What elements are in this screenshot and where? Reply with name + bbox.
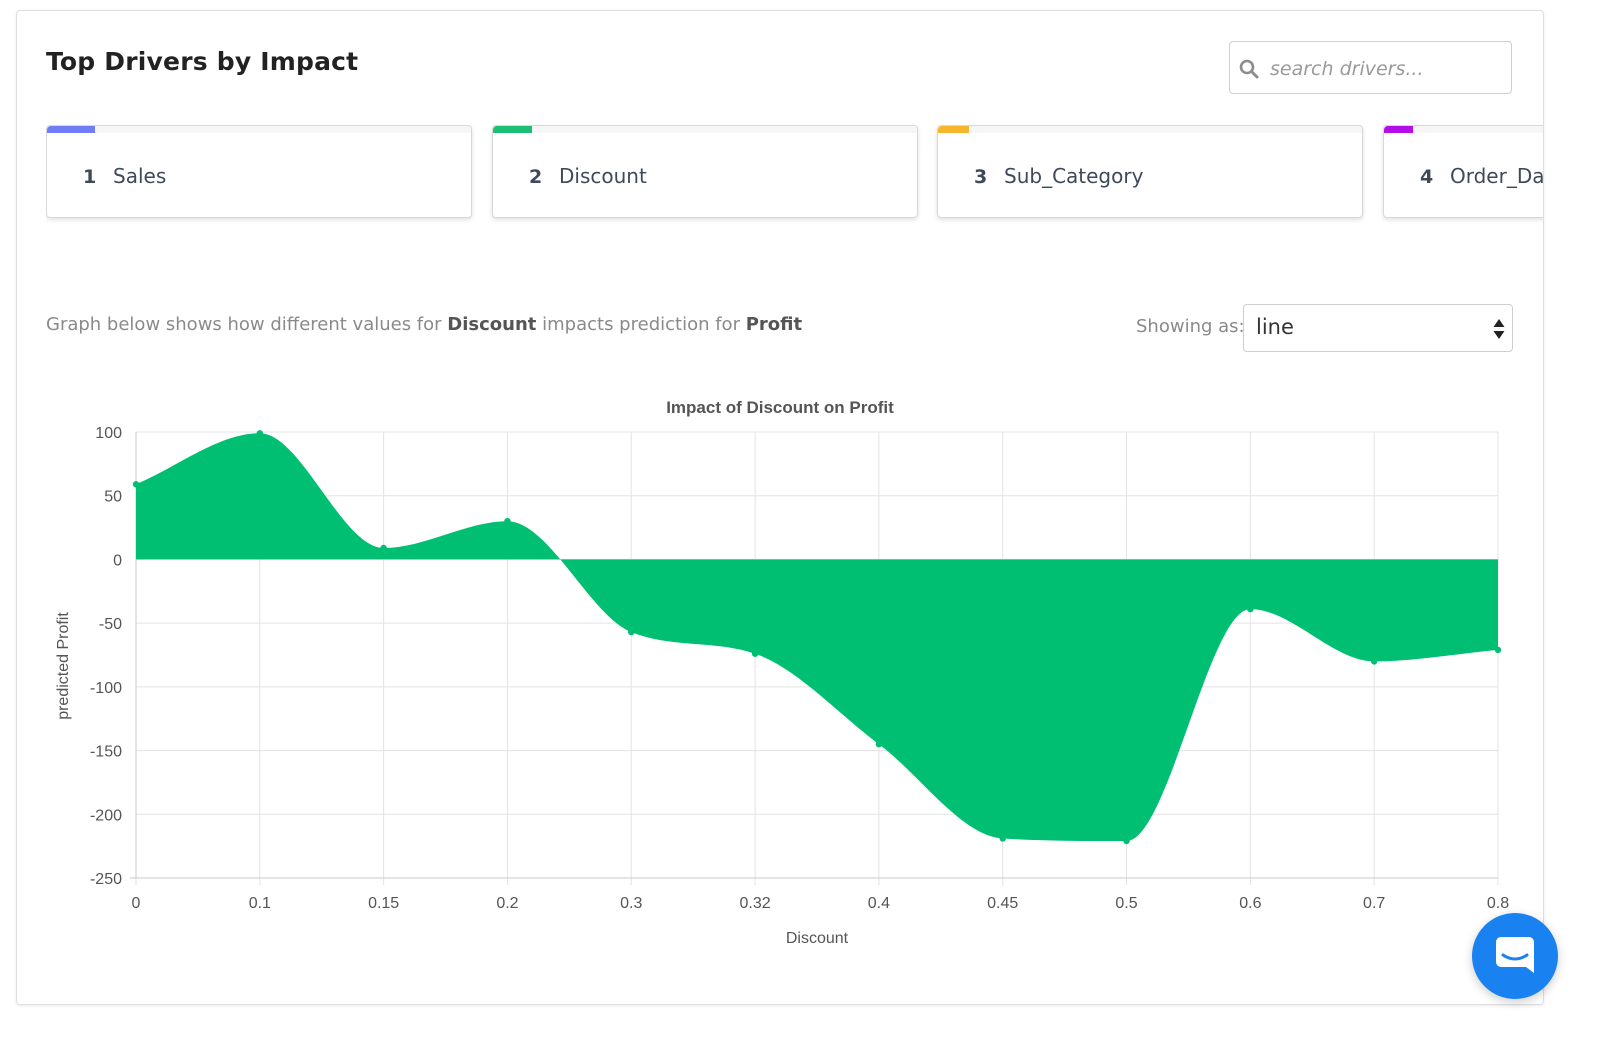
y-tick-label: -150 (90, 744, 122, 761)
data-points (132, 430, 1502, 845)
page-title: Top Drivers by Impact (46, 47, 359, 76)
y-tick-label: -50 (99, 616, 122, 633)
driver-rank: 4 (1420, 166, 1434, 188)
showing-as-label: Showing as: (1136, 316, 1245, 337)
impact-chart: 100 50 0 -50 -100 -150 -200 -250 0 0.1 0.15 0.2 0.3… (55, 398, 1510, 947)
y-tick-label: -250 (90, 871, 122, 888)
target-name: Profit (745, 314, 803, 335)
y-tick-labels: 100 50 0 -50 -100 -150 -200 -250 (90, 425, 122, 888)
data-point[interactable] (1247, 605, 1254, 613)
search-input[interactable] (1268, 42, 1508, 95)
data-point[interactable] (1494, 646, 1502, 654)
y-tick-label: -100 (90, 680, 122, 697)
data-point[interactable] (504, 518, 511, 525)
driver-cards: 1 Sales 2 Discount 3 Sub_Category 4 Orde… (46, 125, 1543, 235)
data-point[interactable] (999, 835, 1006, 842)
chat-button[interactable] (1472, 913, 1558, 999)
drivers-panel: Top Drivers by Impact 1 Sales 2 Discount… (16, 10, 1544, 1005)
chat-bubble-icon (1496, 937, 1534, 973)
x-tick-labels: 0 0.1 0.15 0.2 0.3 0.32 0.4 0.45 0.5 0.6 0.7 0.8 (132, 895, 1510, 912)
x-tick-label: 0 (132, 895, 141, 912)
driver-name: Sub_Category (1004, 164, 1144, 188)
driver-rank: 3 (974, 166, 988, 188)
driver-color-bar (47, 126, 95, 133)
feature-name: Discount (447, 314, 537, 335)
chart-type-value: line (1256, 315, 1294, 339)
driver-color-bar (493, 126, 532, 133)
x-tick-label: 0.2 (496, 895, 518, 912)
x-tick-label: 0.1 (249, 895, 271, 912)
driver-rank: 2 (529, 166, 543, 188)
data-point[interactable] (751, 650, 759, 657)
y-tick-label: 50 (104, 489, 122, 506)
driver-name: Order_Date (1450, 164, 1543, 188)
driver-card-sub-category[interactable]: 3 Sub_Category (937, 125, 1363, 218)
driver-name: Discount (559, 164, 647, 188)
driver-card-sales[interactable]: 1 Sales (46, 125, 472, 218)
search-box[interactable] (1229, 41, 1512, 95)
x-tick-label: 0.32 (740, 895, 771, 912)
driver-name: Sales (113, 164, 167, 188)
data-point[interactable] (628, 628, 635, 636)
x-tick-label: 0.15 (368, 895, 399, 912)
x-tick-label: 0.4 (868, 895, 890, 912)
x-tick-label: 0.45 (987, 895, 1018, 912)
y-tick-label: 100 (95, 425, 122, 442)
data-point[interactable] (875, 741, 883, 748)
chart-type-select[interactable]: line (1243, 304, 1513, 352)
x-tick-label: 0.7 (1363, 895, 1385, 912)
data-point[interactable] (380, 544, 387, 552)
chart-title: Impact of Discount on Profit (666, 398, 894, 417)
data-point[interactable] (1123, 837, 1130, 845)
driver-color-bar (938, 126, 969, 133)
x-tick-label: 0.6 (1239, 895, 1261, 912)
graph-description: Graph below shows how different values f… (46, 314, 803, 335)
x-axis-label: Discount (786, 930, 849, 947)
updown-arrows-icon (1493, 319, 1505, 339)
data-point[interactable] (132, 481, 140, 488)
data-point[interactable] (1370, 658, 1378, 665)
y-tick-label: -200 (90, 807, 122, 824)
driver-card-discount[interactable]: 2 Discount (492, 125, 918, 218)
profit-area (136, 433, 1498, 842)
driver-color-bar (1384, 126, 1413, 133)
x-tick-label: 0.3 (620, 895, 642, 912)
search-icon (1239, 59, 1259, 79)
x-tick-label: 0.5 (1115, 895, 1137, 912)
data-point[interactable] (256, 430, 264, 437)
y-tick-label: 0 (113, 552, 122, 569)
y-axis-label: predicted Profit (55, 612, 72, 720)
driver-card-order-date[interactable]: 4 Order_Date (1383, 125, 1543, 218)
driver-rank: 1 (83, 166, 97, 188)
x-tick-label: 0.8 (1487, 895, 1509, 912)
